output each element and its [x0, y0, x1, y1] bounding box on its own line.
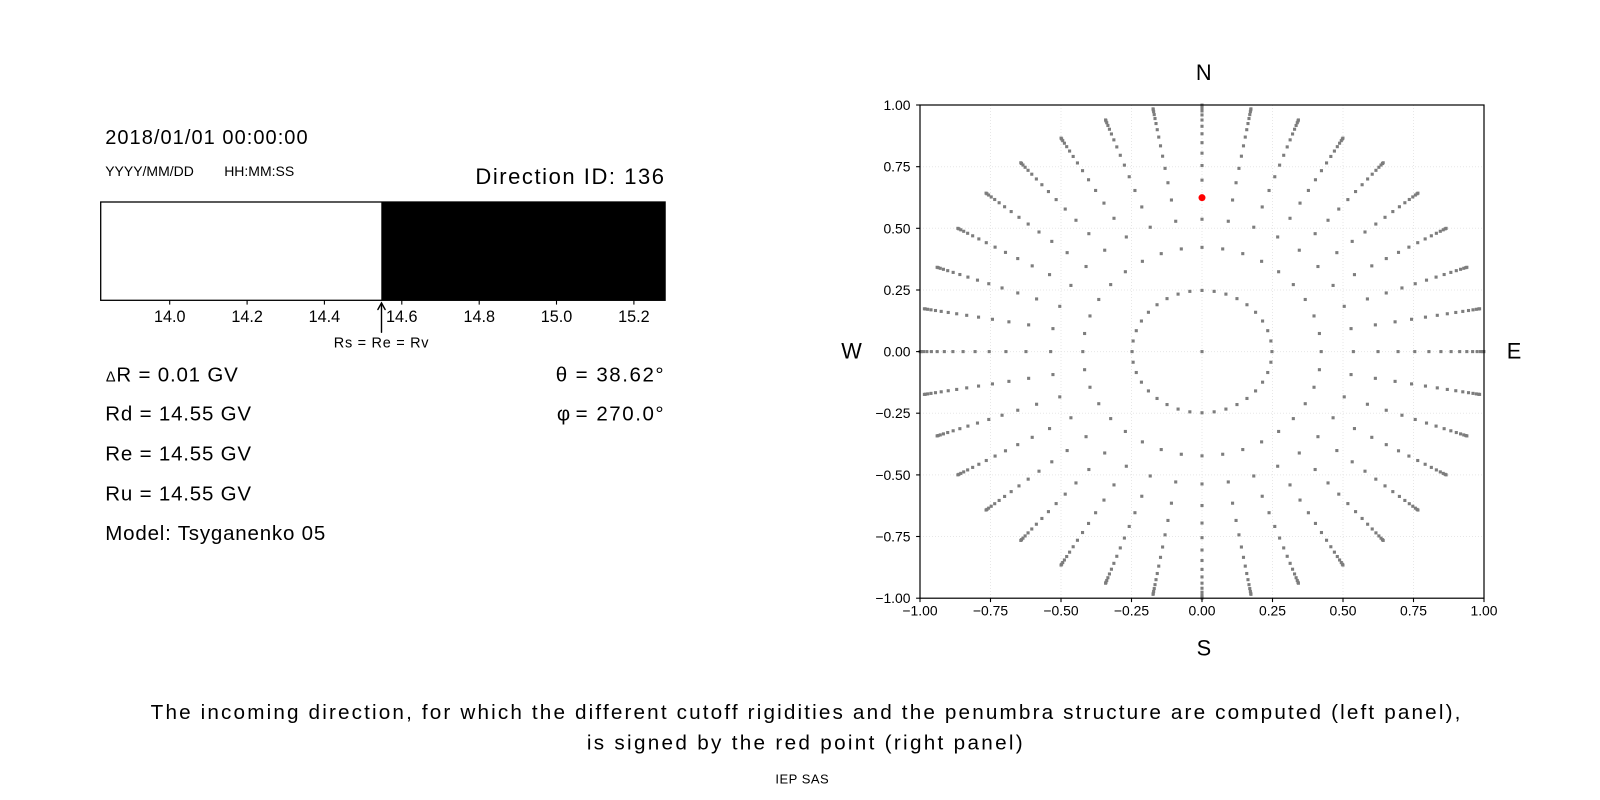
- svg-text:W: W: [841, 339, 862, 364]
- svg-text:The incoming direction, for wh: The incoming direction, for which the di…: [151, 701, 1463, 724]
- svg-text:−0.25: −0.25: [875, 405, 910, 421]
- svg-text:0.75: 0.75: [1400, 603, 1427, 619]
- svg-text:14.6: 14.6: [386, 308, 418, 326]
- svg-text:φ: φ: [557, 403, 571, 426]
- svg-text:Re = 14.55 GV: Re = 14.55 GV: [105, 443, 252, 466]
- svg-text:IEP SAS: IEP SAS: [775, 771, 829, 786]
- svg-text:15.2: 15.2: [618, 308, 650, 326]
- svg-text:−0.50: −0.50: [1043, 603, 1078, 619]
- svg-text:Rd = 14.55 GV: Rd = 14.55 GV: [105, 403, 252, 426]
- svg-text:N: N: [1196, 60, 1212, 85]
- svg-text:0.50: 0.50: [883, 220, 910, 236]
- svg-text:E: E: [1507, 339, 1522, 364]
- svg-text:0.25: 0.25: [1259, 603, 1286, 619]
- svg-text:14.4: 14.4: [309, 308, 341, 326]
- svg-text:−0.75: −0.75: [973, 603, 1008, 619]
- svg-text:1.00: 1.00: [883, 97, 910, 113]
- svg-text:0.25: 0.25: [883, 282, 910, 298]
- svg-text:14.0: 14.0: [154, 308, 186, 326]
- svg-text:14.8: 14.8: [463, 308, 495, 326]
- svg-text:−0.50: −0.50: [875, 467, 910, 483]
- svg-text:Ru = 14.55 GV: Ru = 14.55 GV: [105, 482, 252, 505]
- svg-text:1.00: 1.00: [1470, 603, 1497, 619]
- svg-text:YYYY/MM/DD: YYYY/MM/DD: [105, 163, 194, 179]
- svg-text:Rs = Re = Rv: Rs = Re = Rv: [334, 336, 429, 352]
- svg-text:−0.25: −0.25: [1114, 603, 1149, 619]
- svg-text:0.00: 0.00: [883, 344, 910, 360]
- svg-text:−0.75: −0.75: [875, 529, 910, 545]
- svg-text:HH:MM:SS: HH:MM:SS: [224, 163, 294, 179]
- svg-text:0.50: 0.50: [1329, 603, 1356, 619]
- svg-text:= 270.0°: = 270.0°: [576, 403, 666, 426]
- svg-text:θ: θ: [556, 363, 568, 386]
- svg-text:0.00: 0.00: [1188, 603, 1215, 619]
- svg-text:14.2: 14.2: [231, 308, 263, 326]
- svg-text:Model: Tsyganenko 05: Model: Tsyganenko 05: [105, 522, 326, 545]
- svg-text:−1.00: −1.00: [875, 590, 910, 606]
- svg-text:Direction ID: 136: Direction ID: 136: [475, 164, 665, 189]
- svg-text:ΔR = 0.01 GV: ΔR = 0.01 GV: [106, 363, 239, 386]
- svg-text:2018/01/01 00:00:00: 2018/01/01 00:00:00: [105, 127, 308, 149]
- svg-text:= 38.62°: = 38.62°: [576, 363, 666, 386]
- svg-text:S: S: [1197, 636, 1212, 661]
- svg-text:is signed by the red point (ri: is signed by the red point (right panel): [587, 732, 1025, 755]
- svg-text:−1.00: −1.00: [902, 603, 937, 619]
- svg-text:0.75: 0.75: [883, 159, 910, 175]
- svg-text:15.0: 15.0: [541, 308, 573, 326]
